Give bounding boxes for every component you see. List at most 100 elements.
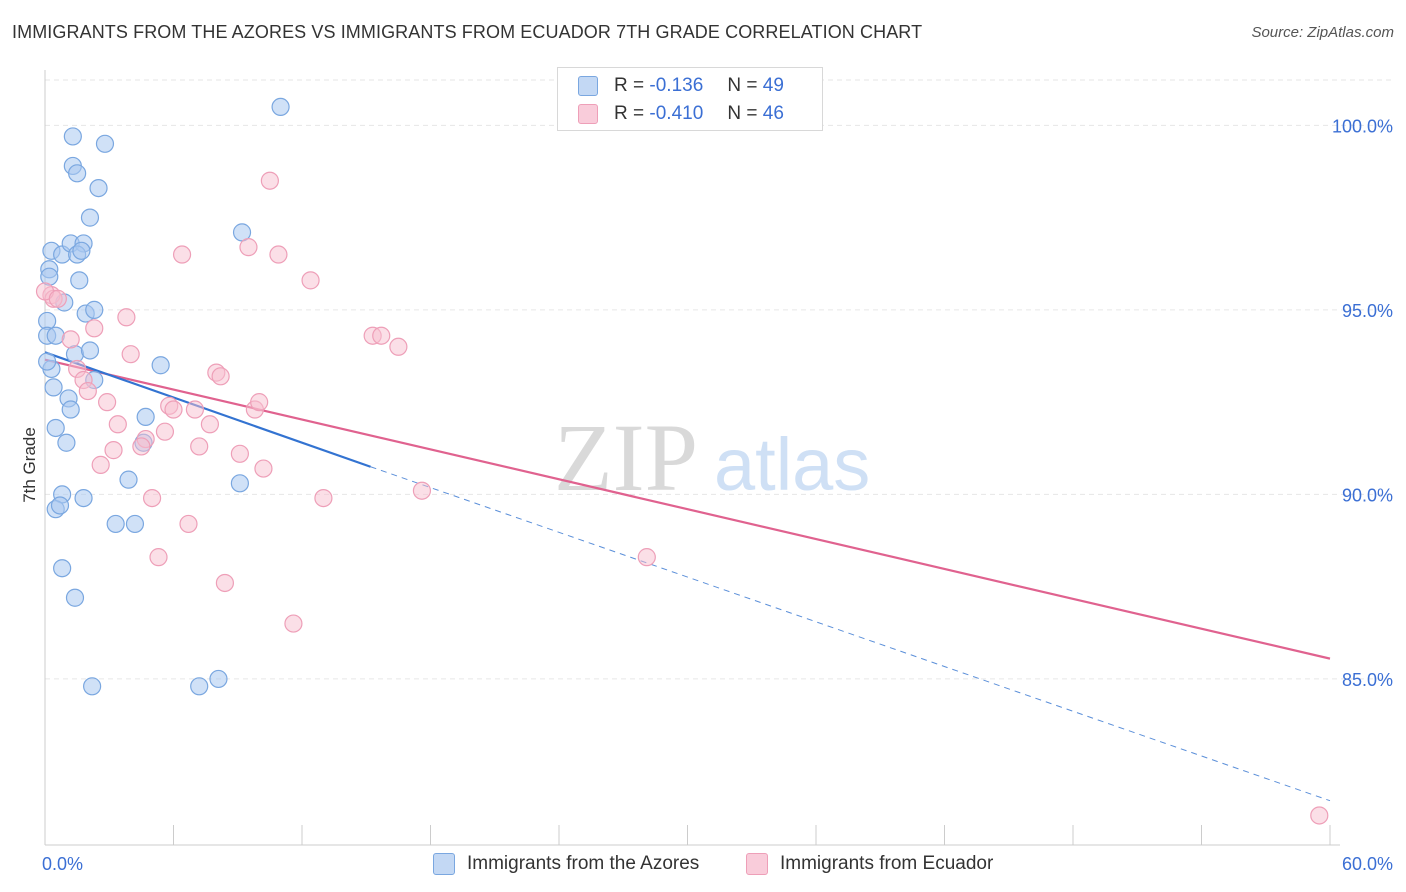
bottom-legend-azores: Immigrants from the Azores <box>433 852 699 876</box>
azores-point <box>46 326 65 345</box>
stats-legend: R = -0.136 N = 49 R = -0.410 N = 46 <box>557 67 823 131</box>
ecuador-point <box>155 422 175 441</box>
y-tick-labels: 85.0% 90.0% 95.0% 100.0% <box>1332 116 1393 690</box>
x-tick-label: 0.0% <box>42 854 83 874</box>
ecuador-point <box>91 455 110 474</box>
n-value: 49 <box>762 75 784 96</box>
azores-point <box>63 127 82 146</box>
ecuador-point <box>301 271 320 290</box>
ecuador-point <box>269 245 288 264</box>
ecuador-point <box>260 171 279 190</box>
azores-point <box>119 470 138 489</box>
r-label: R = <box>614 103 645 124</box>
ecuador-point <box>372 326 391 345</box>
chart-title: IMMIGRANTS FROM THE AZORES VS IMMIGRANTS… <box>12 22 923 42</box>
ecuador-point <box>230 444 249 463</box>
ecuador-point <box>239 238 258 257</box>
azores-legend-label: Immigrants from the Azores <box>467 853 700 874</box>
azores-point <box>230 474 249 493</box>
ecuador-legend-label: Immigrants from Ecuador <box>780 853 994 874</box>
gridlines <box>45 79 1395 680</box>
azores-trend-line <box>44 351 371 468</box>
ecuador-legend-swatch <box>746 853 768 875</box>
ecuador-point <box>78 381 97 401</box>
ecuador-point <box>142 488 162 508</box>
azores-point <box>209 669 228 689</box>
ecuador-point <box>121 345 140 364</box>
ecuador-point <box>200 415 220 434</box>
azores-point <box>89 178 108 198</box>
r-label: R = <box>614 75 645 96</box>
azores-legend-swatch <box>433 853 455 875</box>
ecuador-point <box>412 481 432 500</box>
legend-row-azores: R = -0.136 N = 49 <box>578 74 784 98</box>
azores-point <box>106 514 125 534</box>
ecuador-point <box>211 367 230 386</box>
azores-point <box>50 496 70 515</box>
azores-point <box>68 164 87 183</box>
ecuador-point <box>149 548 168 567</box>
azores-point <box>271 97 290 117</box>
azores-point <box>44 378 63 397</box>
ecuador-point <box>179 514 198 534</box>
azores-point <box>74 488 93 508</box>
x-tick-label: 60.0% <box>1342 854 1393 874</box>
ecuador-point <box>1310 806 1329 825</box>
ecuador-point <box>61 330 80 349</box>
ecuador-point <box>215 573 234 593</box>
azores-swatch <box>578 76 598 96</box>
ecuador-point <box>85 319 104 338</box>
ecuador-point <box>389 337 408 356</box>
y-axis-label: 7th Grade <box>20 427 39 503</box>
ecuador-point <box>108 415 127 434</box>
ecuador-point <box>104 441 123 460</box>
azores-point <box>80 341 100 360</box>
ecuador-point <box>185 400 205 419</box>
azores-point <box>80 208 100 227</box>
axes <box>44 70 1340 846</box>
ecuador-swatch <box>578 104 598 124</box>
watermark-atlas: atlas <box>714 423 870 506</box>
ecuador-point <box>314 488 333 508</box>
ecuador-point <box>48 289 67 308</box>
data-points <box>35 97 1329 825</box>
azores-point <box>46 418 65 438</box>
azores-point <box>65 588 85 607</box>
n-label: N = <box>727 75 758 96</box>
ecuador-point <box>164 400 183 419</box>
azores-trend-extension <box>370 466 1331 802</box>
azores-point <box>83 677 102 696</box>
n-label: N = <box>727 103 758 124</box>
r-value: -0.136 <box>649 75 704 96</box>
zipatlas-watermark: ZIP atlas <box>554 404 870 511</box>
ecuador-point <box>98 393 117 412</box>
r-value: -0.410 <box>649 103 704 124</box>
y-tick-label: 90.0% <box>1342 485 1393 505</box>
azores-point <box>95 134 115 153</box>
azores-point <box>53 559 72 578</box>
ecuador-point <box>132 437 151 456</box>
n-value: 46 <box>762 103 784 124</box>
azores-point <box>38 352 57 371</box>
azores-point <box>190 677 209 696</box>
ecuador-point <box>284 614 303 633</box>
azores-point <box>72 241 91 260</box>
azores-point <box>85 300 104 319</box>
azores-point <box>151 356 170 375</box>
azores-point <box>61 400 80 419</box>
legend-row-ecuador: R = -0.410 N = 46 <box>578 102 784 126</box>
azores-point <box>57 433 76 452</box>
azores-point <box>70 271 89 290</box>
bottom-legend-ecuador: Immigrants from Ecuador <box>746 852 993 876</box>
ecuador-point <box>172 245 192 264</box>
ecuador-point <box>254 459 273 478</box>
source-label: Source: ZipAtlas.com <box>1251 24 1394 41</box>
ecuador-point <box>637 548 656 567</box>
x-tick-labels: 0.0% 60.0% <box>42 854 1393 874</box>
y-tick-label: 100.0% <box>1332 116 1393 136</box>
azores-point <box>136 407 155 427</box>
ecuador-point <box>190 437 209 456</box>
azores-point <box>125 514 145 534</box>
y-tick-label: 95.0% <box>1342 301 1393 321</box>
watermark-zip: ZIP <box>554 404 698 511</box>
